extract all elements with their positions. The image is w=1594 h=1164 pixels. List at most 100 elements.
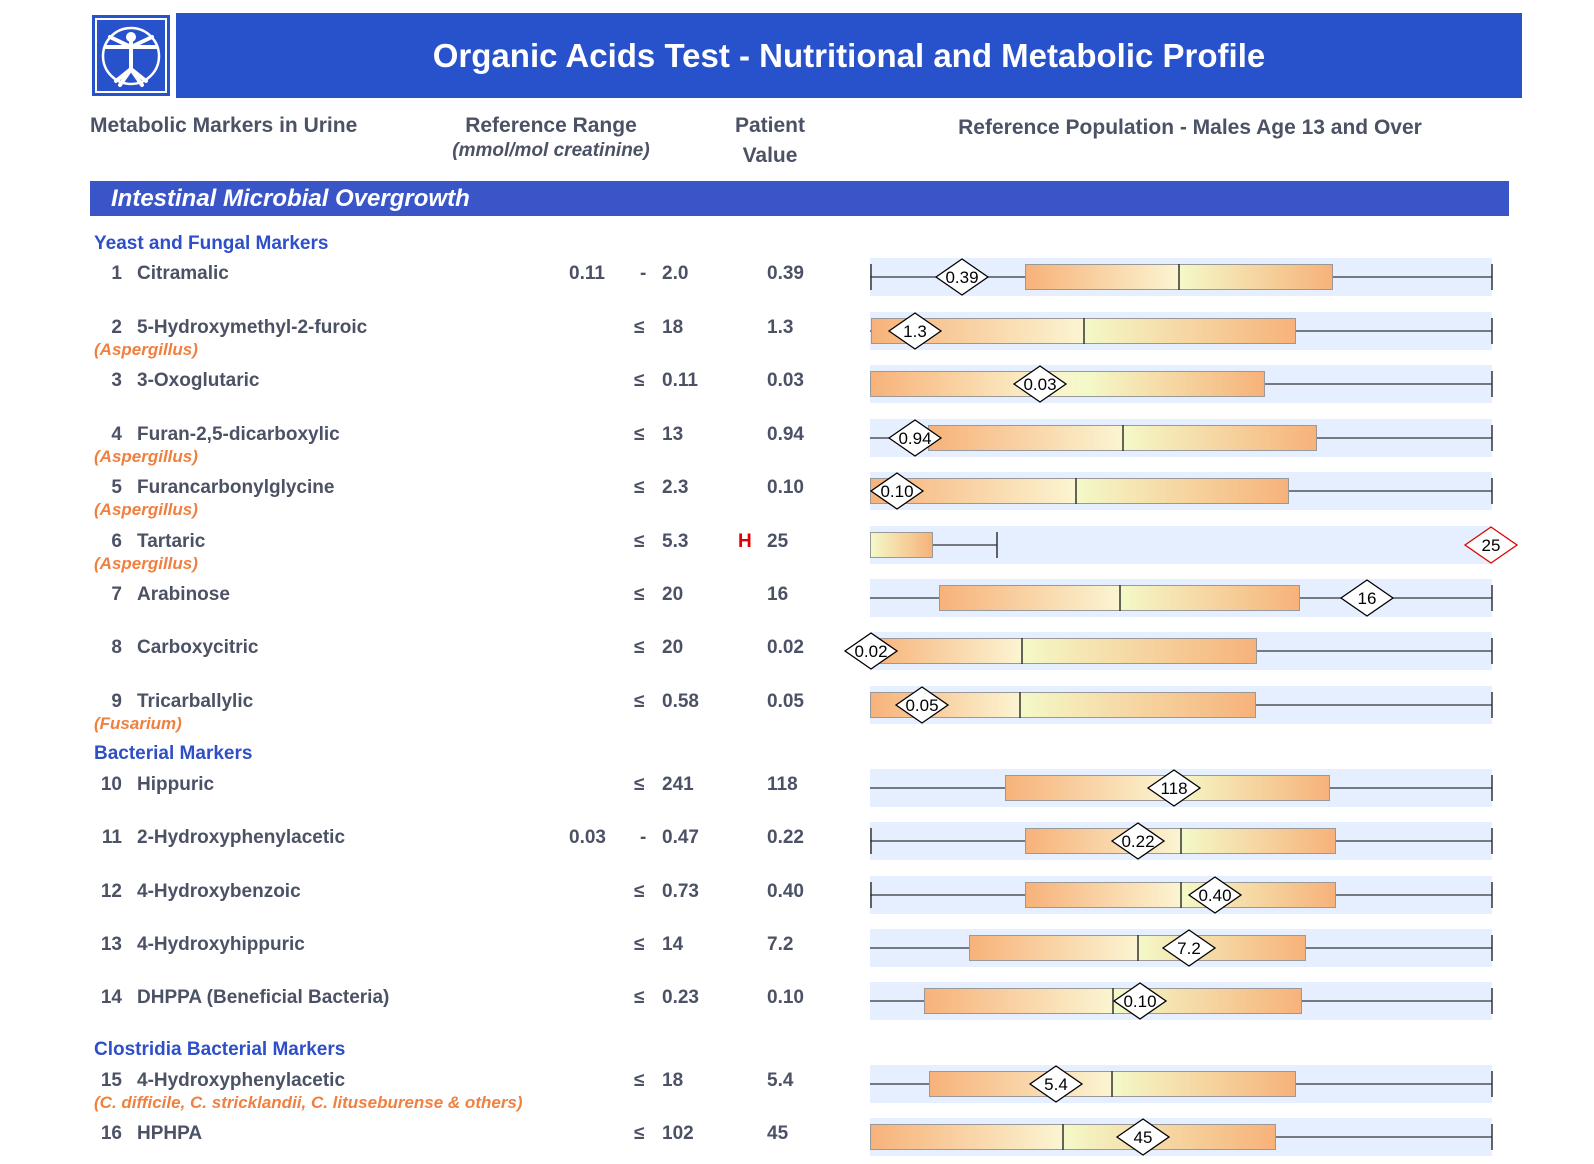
range-separator: ≤ [634,881,645,902]
marker-value-label: 0.39 [945,268,978,287]
population-boxplot: 0.05 [870,686,1493,724]
patient-value: 25 [767,531,789,552]
interquartile-box [870,371,1265,397]
range-separator: ≤ [634,1123,645,1144]
marker-value-label: 0.22 [1121,832,1154,851]
patient-value: 0.03 [767,370,804,391]
patient-value: 1.3 [767,317,794,338]
marker-value-label: 0.40 [1198,886,1231,905]
patient-value-marker [1110,822,1166,860]
patient-value-marker [1146,769,1202,807]
marker-name: 3-Oxoglutaric [137,370,260,391]
patient-value-marker [1012,365,1068,403]
range-unit: (mmol/mol creatinine) [452,140,650,161]
patient-value: 0.10 [767,987,804,1008]
marker-number: 2 [111,317,122,338]
marker-number: 5 [111,477,122,498]
patient-value-marker [934,258,990,296]
vitruvian-man-logo [90,13,172,98]
range-separator: ≤ [634,637,645,658]
range-separator: ≤ [634,424,645,445]
marker-value-label: 0.05 [905,696,938,715]
column-header-population: Reference Population - Males Age 13 and … [958,116,1422,139]
interquartile-box [870,638,1257,664]
marker-number: 7 [111,584,122,605]
marker-value-label: 5.4 [1044,1075,1068,1094]
population-boxplot: 0.94 [870,419,1493,457]
marker-number: 11 [101,827,122,848]
marker-value-label: 45 [1134,1128,1153,1147]
marker-value-label: 0.10 [880,482,913,501]
range-label: Reference Range [465,114,637,137]
marker-name: Tricarballylic [137,691,254,712]
marker-number: 12 [100,881,122,902]
group-yeast-fungal: Yeast and Fungal Markers [94,233,329,254]
marker-number: 6 [111,531,122,552]
patient-value: 0.39 [767,263,804,284]
marker-value-label: 16 [1358,589,1377,608]
patient-value: 0.94 [767,424,804,445]
range-high: 241 [662,774,694,795]
header-bar [90,13,1522,98]
range-high: 0.23 [662,987,699,1008]
organism-label: (Aspergillus) [94,340,198,359]
organism-label: (Aspergillus) [94,554,198,573]
patient-value-marker [887,419,943,457]
range-high: 0.73 [662,881,699,902]
population-boxplot: 5.4 [870,1065,1493,1103]
range-high: 2.0 [662,263,689,284]
marker-name: Furancarbonylglycine [137,477,335,498]
group-bacterial: Bacterial Markers [94,743,253,764]
organism-label: (C. difficile, C. stricklandii, C. litus… [94,1093,523,1112]
marker-number: 10 [100,774,122,795]
population-boxplot: 0.40 [870,876,1493,914]
patient-value-marker [1028,1065,1084,1103]
range-high: 18 [662,317,684,338]
marker-name: DHPPA (Beneficial Bacteria) [137,987,390,1008]
population-boxplot: 25 [870,526,1519,564]
column-header-range: Reference Range (mmol/mol creatinine) [420,114,682,162]
interquartile-box [870,532,933,558]
marker-number: 4 [111,424,122,445]
marker-value-label: 0.03 [1023,375,1056,394]
marker-number: 13 [100,934,122,955]
range-high: 102 [662,1123,694,1144]
marker-name: HPHPA [137,1123,203,1144]
value-label: Value [742,144,798,167]
page-title: Organic Acids Test - Nutritional and Met… [432,37,1266,74]
marker-number: 9 [111,691,122,712]
marker-name: Carboxycitric [137,637,259,658]
marker-value-label: 118 [1160,779,1187,798]
marker-name: 2-Hydroxyphenylacetic [137,827,346,848]
range-separator: ≤ [634,691,645,712]
population-boxplot: 16 [870,579,1493,617]
marker-name: 4-Hydroxyphenylacetic [137,1070,346,1091]
patient-value-marker [1115,1118,1171,1156]
range-high: 5.3 [662,531,689,552]
range-high: 0.58 [662,691,699,712]
marker-value-label: 0.02 [854,642,887,661]
range-separator: ≤ [634,584,645,605]
marker-name: 4-Hydroxybenzoic [137,881,301,902]
patient-value-marker [1187,876,1243,914]
range-high: 0.11 [662,370,698,391]
patient-value-marker [1339,579,1395,617]
section-header: Intestinal Microbial Overgrowth [90,181,1509,216]
organism-label: (Fusarium) [94,714,182,733]
patient-value: 7.2 [767,934,794,955]
marker-name: Arabinose [137,584,230,605]
column-header-patient: Patient Value [710,114,830,168]
marker-number: 3 [111,370,122,391]
interquartile-box [870,1124,1276,1150]
group-clostridia: Clostridia Bacterial Markers [94,1039,346,1060]
range-separator: ≤ [634,774,645,795]
patient-value: 0.05 [767,691,804,712]
high-flag: H [738,531,752,552]
marker-name: Citramalic [137,263,229,284]
patient-value-marker [894,686,950,724]
range-separator: - [640,263,647,284]
column-header-markers: Metabolic Markers in Urine [90,114,358,137]
population-boxplot: 0.10 [870,982,1493,1020]
range-separator: ≤ [634,317,645,338]
marker-name: Tartaric [137,531,206,552]
